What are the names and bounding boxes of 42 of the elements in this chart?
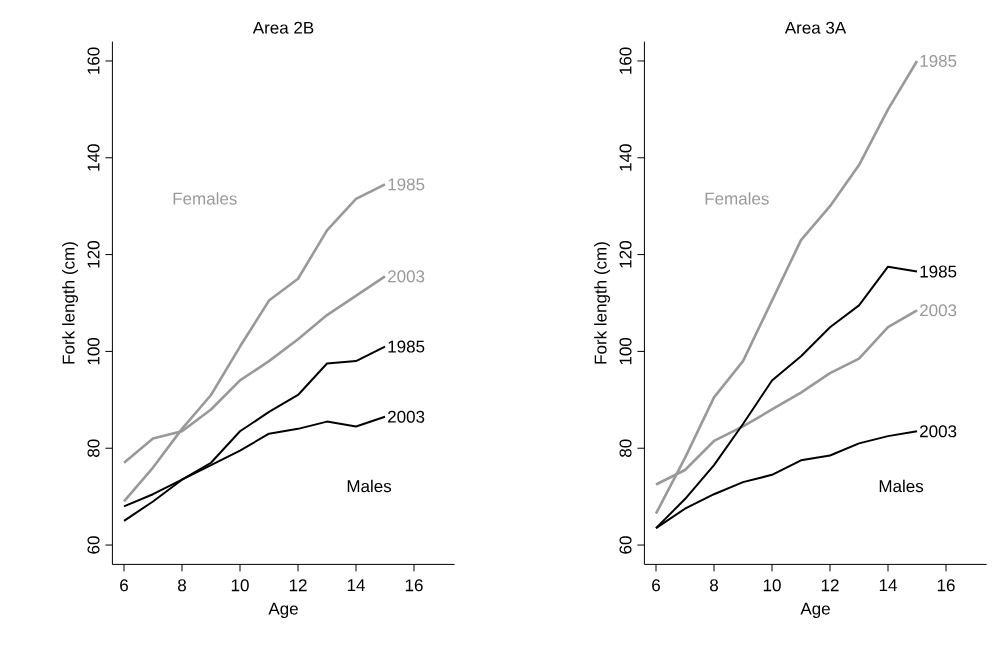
y-tick-label: 80 [87,439,100,457]
annotation: Females [173,192,237,205]
x-tick-label: 8 [178,579,186,592]
y-tick-label: 60 [87,536,100,554]
x-axis-title: Age [268,602,298,619]
y-axis-title: Fork length (cm) [594,242,610,364]
x-tick-label: 8 [710,579,718,592]
annotation: Females [705,192,769,205]
series-label: 1985 [920,54,957,67]
x-axis-title: Age [800,602,830,619]
y-tick-label: 120 [619,241,632,268]
chart-title: Area 2B [252,21,314,34]
x-tick-label: 10 [763,579,781,592]
series-label: 1985 [920,265,957,278]
series-label: 2003 [388,270,425,283]
x-tick-label: 14 [879,579,897,591]
series-label: 1985 [388,340,425,353]
series-label: 2003 [920,304,957,317]
x-tick-label: 6 [652,579,660,592]
x-tick-label: 12 [289,579,307,592]
annotation: Males [347,479,392,493]
y-tick-label: 100 [619,337,632,365]
y-tick-label: 120 [87,241,100,268]
chart-title: Area 3A [784,21,847,34]
y-tick-label: 160 [619,47,632,74]
y-tick-label: 80 [619,439,632,457]
x-tick-label: 6 [120,579,128,592]
annotation: Males [879,479,924,493]
series-label: 2003 [388,410,425,423]
y-tick-label: 60 [619,536,632,554]
x-tick-label: 10 [231,579,249,592]
y-tick-label: 140 [87,144,100,171]
x-tick-label: 14 [347,579,365,591]
y-tick-label: 160 [87,47,100,74]
series-label: 2003 [920,425,957,438]
y-tick-label: 140 [619,144,632,171]
x-tick-label: 16 [405,579,423,592]
y-tick-label: 100 [87,337,100,365]
y-axis-title: Fork length (cm) [62,242,78,364]
x-tick-label: 16 [937,579,955,592]
x-tick-label: 12 [821,579,839,592]
series-label: 1985 [388,178,425,191]
